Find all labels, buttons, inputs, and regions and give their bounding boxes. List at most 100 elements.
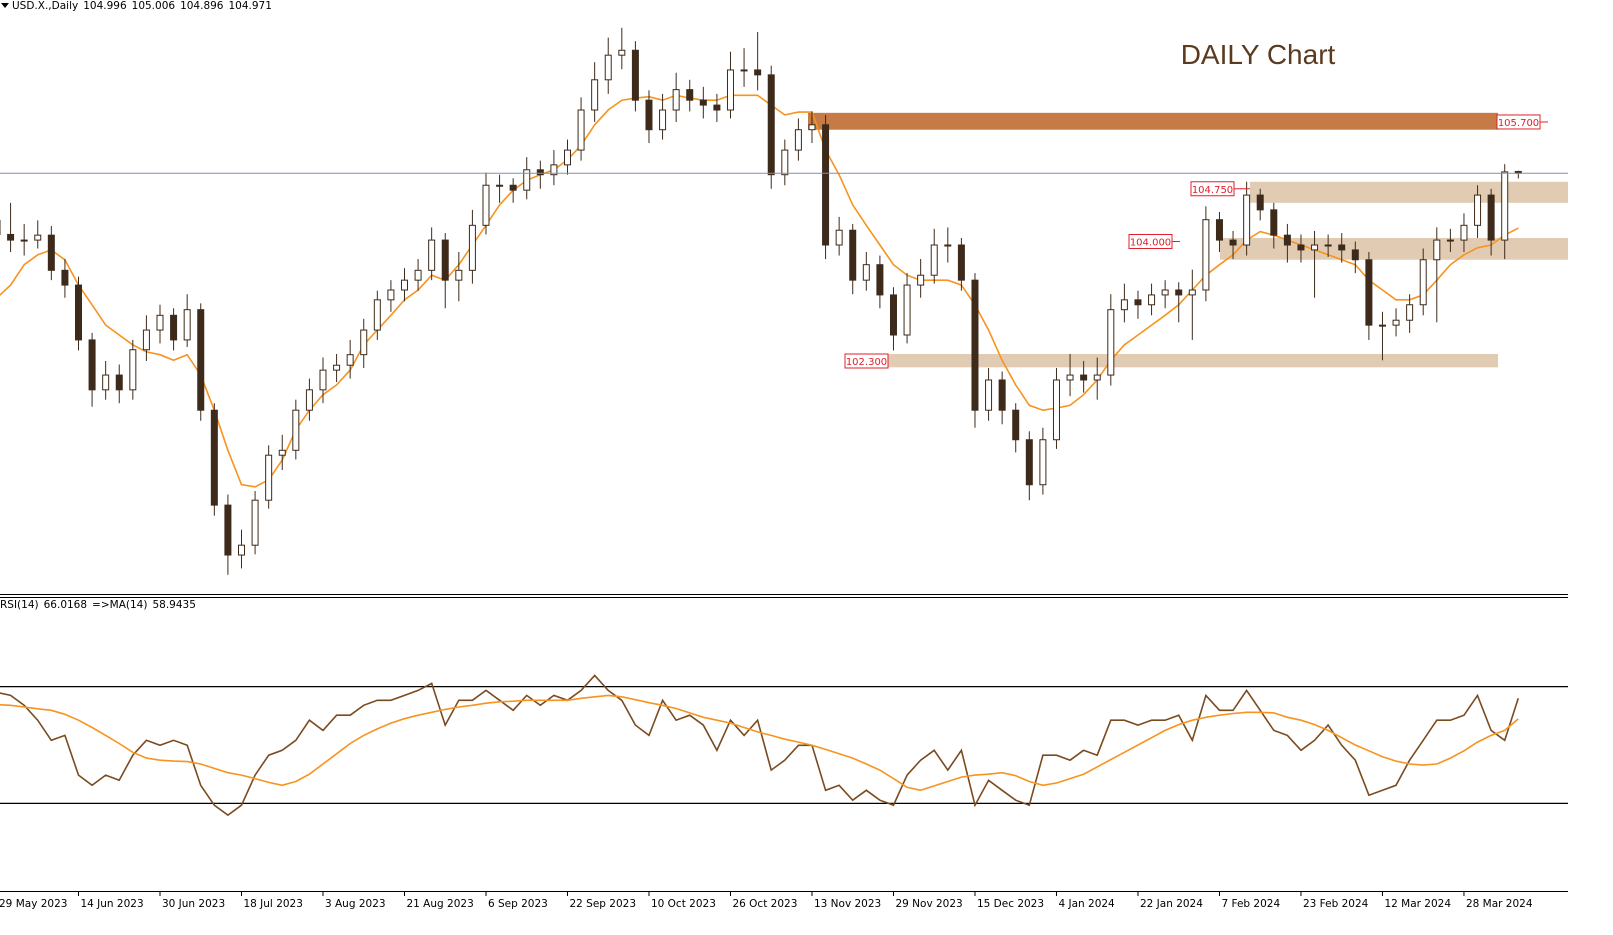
candle-body	[428, 239, 436, 271]
candle-body	[713, 104, 721, 111]
candle-body	[523, 169, 531, 191]
candle-body	[237, 544, 245, 556]
candle-body	[618, 49, 626, 56]
candle-body	[468, 224, 476, 271]
candle-body	[455, 269, 463, 281]
candle-body	[767, 74, 775, 176]
zone	[888, 353, 1498, 368]
level-label-box	[1496, 114, 1541, 130]
candle-body	[1365, 259, 1373, 326]
level-label-box	[1128, 233, 1173, 249]
level-label: 105.700	[1498, 118, 1539, 129]
level-label-box	[844, 353, 889, 369]
x-tick-label: 14 Jun 2023	[80, 898, 143, 910]
level-label: 104.750	[1192, 185, 1233, 196]
rsi-value: 66.0168	[43, 599, 88, 611]
x-tick-label: 21 Aug 2023	[406, 898, 473, 910]
candle-body	[20, 239, 28, 242]
candle-body	[1080, 374, 1088, 381]
candle-body	[1243, 194, 1251, 246]
zone	[808, 112, 1498, 130]
rsi-name: RSI(14)	[0, 599, 39, 611]
candle-body	[509, 184, 517, 191]
indicator-line	[0, 674, 1520, 817]
candle-body	[1378, 324, 1386, 327]
candle-body	[631, 49, 639, 101]
candle-body	[1297, 244, 1305, 251]
candle-body	[849, 229, 857, 281]
candle-body	[1066, 374, 1074, 381]
candle-body	[971, 279, 979, 411]
candle-body	[1052, 379, 1060, 441]
x-axis: 29 May 2023 14 Jun 2023 30 Jun 2023 18 Jul …	[0, 891, 1533, 910]
candle-body	[129, 349, 137, 391]
candle-body	[1025, 439, 1033, 486]
candle-body	[197, 309, 205, 411]
candle-body	[305, 389, 313, 411]
candle-body	[441, 239, 449, 281]
candle-body	[577, 109, 585, 151]
candle-body	[903, 284, 911, 336]
candle-body	[47, 234, 55, 271]
candle-body	[1460, 224, 1468, 241]
x-tick-label: 10 Oct 2023	[651, 898, 716, 910]
candle-body	[862, 264, 870, 281]
candle-body	[251, 499, 259, 546]
candle-body	[1406, 304, 1414, 321]
candle-body	[156, 314, 164, 331]
candle-body	[373, 299, 381, 331]
indicator-line	[0, 694, 1519, 792]
moving-average	[0, 94, 1519, 488]
candle-body	[496, 184, 504, 187]
candle-body	[1270, 209, 1278, 236]
candle-body	[930, 244, 938, 276]
candle-body	[822, 124, 830, 246]
x-tick-label: 13 Nov 2023	[814, 898, 881, 910]
level-label: 102.300	[846, 357, 887, 368]
candle-body	[1283, 234, 1291, 246]
candle-body	[876, 264, 884, 296]
candle-body	[265, 454, 273, 501]
x-tick-label: 23 Feb 2024	[1303, 898, 1369, 910]
symbol-header: USD.X.,Daily 104.996 105.006 104.896 104.971	[0, 0, 277, 12]
symbol: USD.X.,Daily	[12, 0, 79, 12]
candle-body	[1446, 239, 1454, 242]
rsi-header: RSI(14) 66.0168 =>MA(14) 58.9435	[0, 599, 201, 611]
candle-body	[917, 274, 925, 286]
x-tick-label: 29 Nov 2023	[895, 898, 962, 910]
candle-body	[7, 233, 15, 241]
x-tick-label: 3 Aug 2023	[325, 898, 386, 910]
candle-body	[61, 269, 69, 286]
price-pane	[0, 27, 1568, 575]
candle-body	[1175, 289, 1183, 296]
candle-body	[1501, 171, 1509, 241]
candle-body	[1419, 259, 1427, 306]
candle-body	[1012, 409, 1020, 441]
candle-body	[88, 339, 96, 391]
candle-body	[998, 379, 1006, 411]
candle-body	[346, 354, 354, 366]
candle-body	[1433, 239, 1441, 261]
candle-body	[889, 294, 897, 336]
candle-body	[1039, 439, 1047, 486]
candle-body	[1120, 299, 1128, 311]
x-tick-label: 12 Mar 2024	[1384, 898, 1451, 910]
high-value: 105.006	[131, 0, 176, 12]
x-tick-label: 22 Sep 2023	[569, 898, 636, 910]
low-value: 104.896	[180, 0, 224, 12]
candle-body	[1188, 289, 1196, 296]
candle-body	[604, 54, 612, 81]
x-tick-label: 29 May 2023	[0, 898, 67, 910]
candle-body	[1351, 249, 1359, 261]
open-value: 104.996	[83, 0, 127, 12]
candle-body	[482, 184, 490, 226]
candle-body	[808, 124, 816, 131]
candle-body	[224, 504, 232, 556]
candle-body	[1474, 194, 1482, 226]
candle-body	[1202, 219, 1210, 291]
candle-body	[170, 314, 178, 341]
candle-body	[319, 369, 327, 391]
x-tick-label: 26 Oct 2023	[732, 898, 797, 910]
candle-body	[360, 329, 368, 356]
